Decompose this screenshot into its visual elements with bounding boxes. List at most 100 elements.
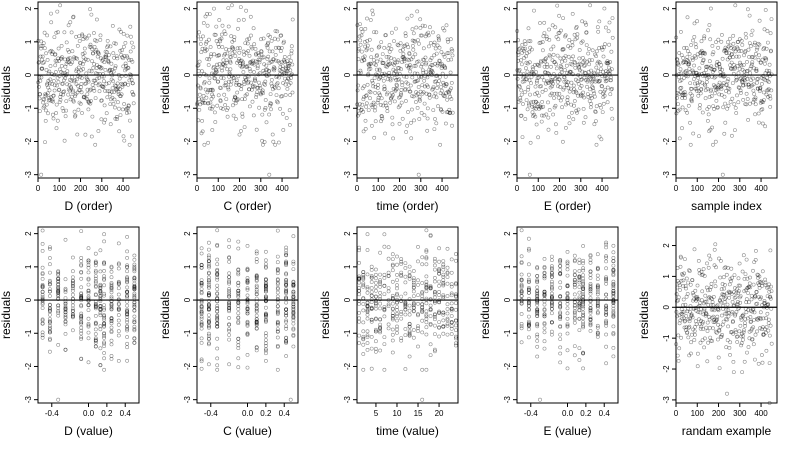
- data-point: [582, 95, 586, 100]
- data-point: [725, 291, 729, 296]
- data-point: [119, 92, 124, 97]
- data-point: [762, 301, 767, 306]
- data-point: [534, 100, 539, 105]
- data-point: [376, 98, 381, 103]
- data-point: [290, 72, 294, 77]
- data-point: [527, 308, 531, 312]
- data-point: [93, 292, 98, 297]
- data-point: [84, 81, 89, 86]
- data-point: [722, 94, 727, 99]
- data-point: [761, 74, 766, 78]
- data-point: [581, 294, 586, 299]
- data-point: [275, 319, 280, 324]
- data-point: [436, 36, 441, 41]
- data-point: [40, 265, 45, 270]
- data-point: [79, 328, 84, 333]
- data-point: [720, 67, 725, 72]
- data-point: [442, 94, 447, 99]
- data-point: [441, 278, 446, 283]
- data-point: [412, 63, 417, 68]
- data-point: [716, 322, 721, 327]
- data-point: [252, 42, 257, 47]
- data-point: [132, 281, 137, 286]
- data-point: [132, 283, 137, 288]
- data-point: [762, 46, 767, 50]
- data-point: [116, 262, 121, 267]
- data-point: [751, 100, 756, 105]
- data-point: [684, 325, 689, 330]
- data-point: [735, 340, 740, 344]
- data-point: [254, 127, 259, 132]
- data-point: [577, 61, 582, 66]
- data-point: [731, 41, 736, 46]
- data-point: [727, 51, 732, 56]
- data-point: [275, 100, 280, 105]
- data-point: [215, 324, 220, 329]
- data-point: [361, 320, 366, 325]
- data-point: [449, 320, 454, 325]
- data-point: [227, 327, 232, 332]
- data-point: [763, 8, 768, 12]
- data-point: [245, 281, 250, 285]
- data-point: [529, 81, 533, 86]
- data-point: [709, 67, 714, 72]
- data-point: [739, 63, 744, 68]
- data-point: [199, 357, 204, 362]
- data-point: [284, 260, 289, 265]
- data-point: [201, 34, 205, 39]
- data-point: [81, 95, 86, 100]
- data-point: [535, 266, 540, 271]
- data-point: [38, 92, 43, 97]
- data-point: [223, 32, 228, 36]
- data-point: [595, 334, 600, 339]
- data-point: [705, 320, 710, 325]
- data-point: [232, 94, 237, 99]
- data-point: [747, 329, 752, 334]
- data-point: [40, 321, 45, 326]
- data-point: [384, 103, 389, 108]
- data-point: [705, 329, 710, 333]
- data-point: [365, 304, 370, 309]
- data-point: [262, 62, 267, 67]
- data-point: [519, 326, 524, 331]
- data-point: [221, 76, 226, 81]
- data-point: [717, 62, 722, 67]
- data-point: [519, 92, 524, 97]
- data-point: [437, 325, 442, 330]
- data-point: [79, 311, 84, 316]
- data-point: [128, 24, 133, 29]
- data-point: [63, 310, 68, 314]
- data-point: [98, 38, 103, 42]
- data-point: [236, 267, 241, 272]
- data-point: [550, 266, 554, 271]
- data-point: [679, 85, 684, 90]
- data-point: [261, 55, 266, 60]
- data-point: [757, 295, 761, 300]
- data-point: [723, 120, 728, 125]
- data-point: [117, 27, 122, 32]
- data-point: [360, 102, 365, 107]
- data-point: [254, 292, 259, 297]
- data-point: [682, 92, 687, 97]
- data-point: [231, 113, 236, 118]
- data-point: [60, 55, 64, 60]
- data-point: [411, 47, 416, 52]
- data-point: [275, 308, 280, 313]
- data-point: [98, 288, 103, 293]
- data-point: [436, 104, 440, 109]
- data-point: [407, 308, 412, 313]
- data-point: [714, 98, 719, 103]
- data-point: [572, 282, 577, 287]
- data-point: [215, 320, 220, 325]
- data-point: [68, 62, 73, 66]
- data-point: [558, 272, 563, 277]
- data-point: [420, 83, 425, 88]
- data-point: [227, 280, 232, 285]
- data-point: [519, 272, 524, 277]
- data-point: [603, 42, 607, 47]
- data-point: [694, 295, 698, 300]
- data-point: [79, 295, 84, 300]
- data-point: [746, 47, 751, 52]
- data-point: [718, 85, 723, 90]
- data-point: [369, 317, 374, 322]
